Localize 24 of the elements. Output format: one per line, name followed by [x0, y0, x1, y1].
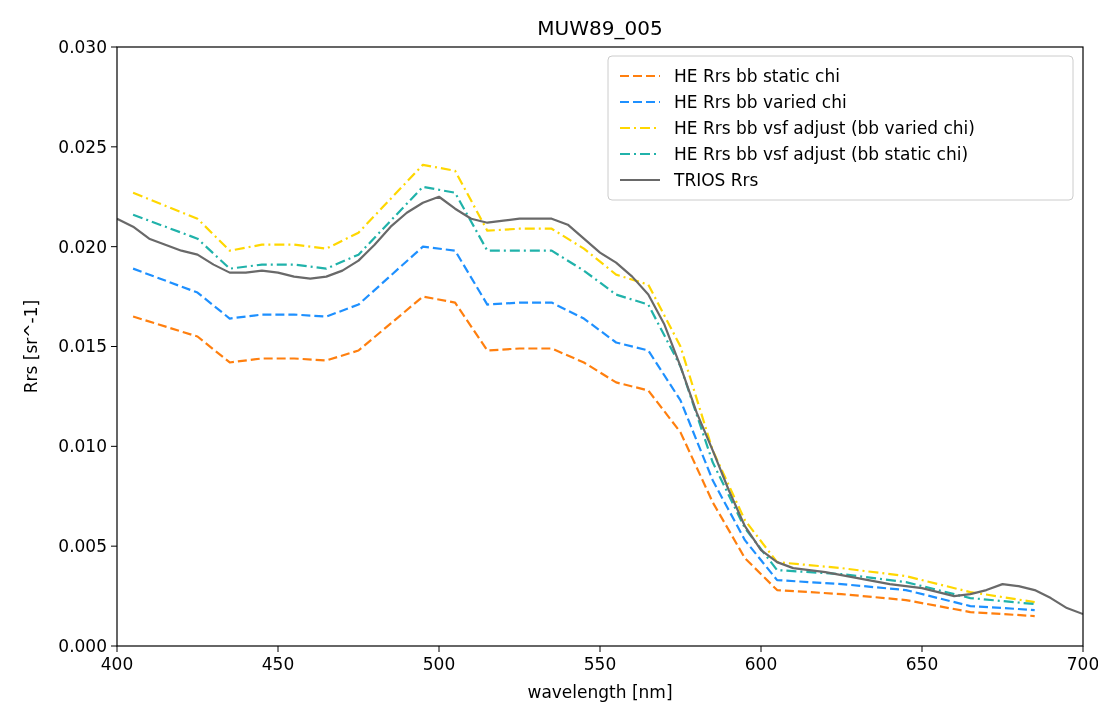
legend-label: HE Rrs bb static chi	[674, 65, 840, 86]
y-tick-label: 0.015	[58, 336, 107, 357]
x-tick-label: 550	[583, 654, 617, 674]
x-tick-label: 600	[744, 654, 778, 674]
x-tick-label: 450	[261, 654, 295, 674]
chart-title: MUW89_005	[537, 16, 663, 40]
legend-label: HE Rrs bb vsf adjust (bb static chi)	[674, 143, 969, 164]
legend-label: TRIOS Rrs	[673, 169, 759, 190]
y-tick-label: 0.020	[58, 236, 107, 257]
x-tick-label: 650	[905, 654, 939, 674]
y-tick-label: 0.030	[58, 36, 107, 57]
x-tick-label: 400	[100, 654, 134, 674]
legend-label: HE Rrs bb varied chi	[674, 91, 847, 112]
x-tick-label: 500	[422, 654, 456, 674]
legend-label: HE Rrs bb vsf adjust (bb varied chi)	[674, 117, 975, 138]
y-tick-label: 0.010	[58, 436, 107, 457]
x-axis-title: wavelength [nm]	[527, 682, 673, 702]
y-tick-label: 0.000	[58, 635, 107, 656]
y-tick-label: 0.025	[58, 136, 107, 157]
y-axis-title: Rrs [sr^-1]	[21, 299, 41, 394]
line-series	[132, 245, 1036, 612]
line-series	[132, 295, 1036, 618]
y-tick-label: 0.005	[58, 536, 107, 557]
x-tick-label: 700	[1066, 654, 1100, 674]
